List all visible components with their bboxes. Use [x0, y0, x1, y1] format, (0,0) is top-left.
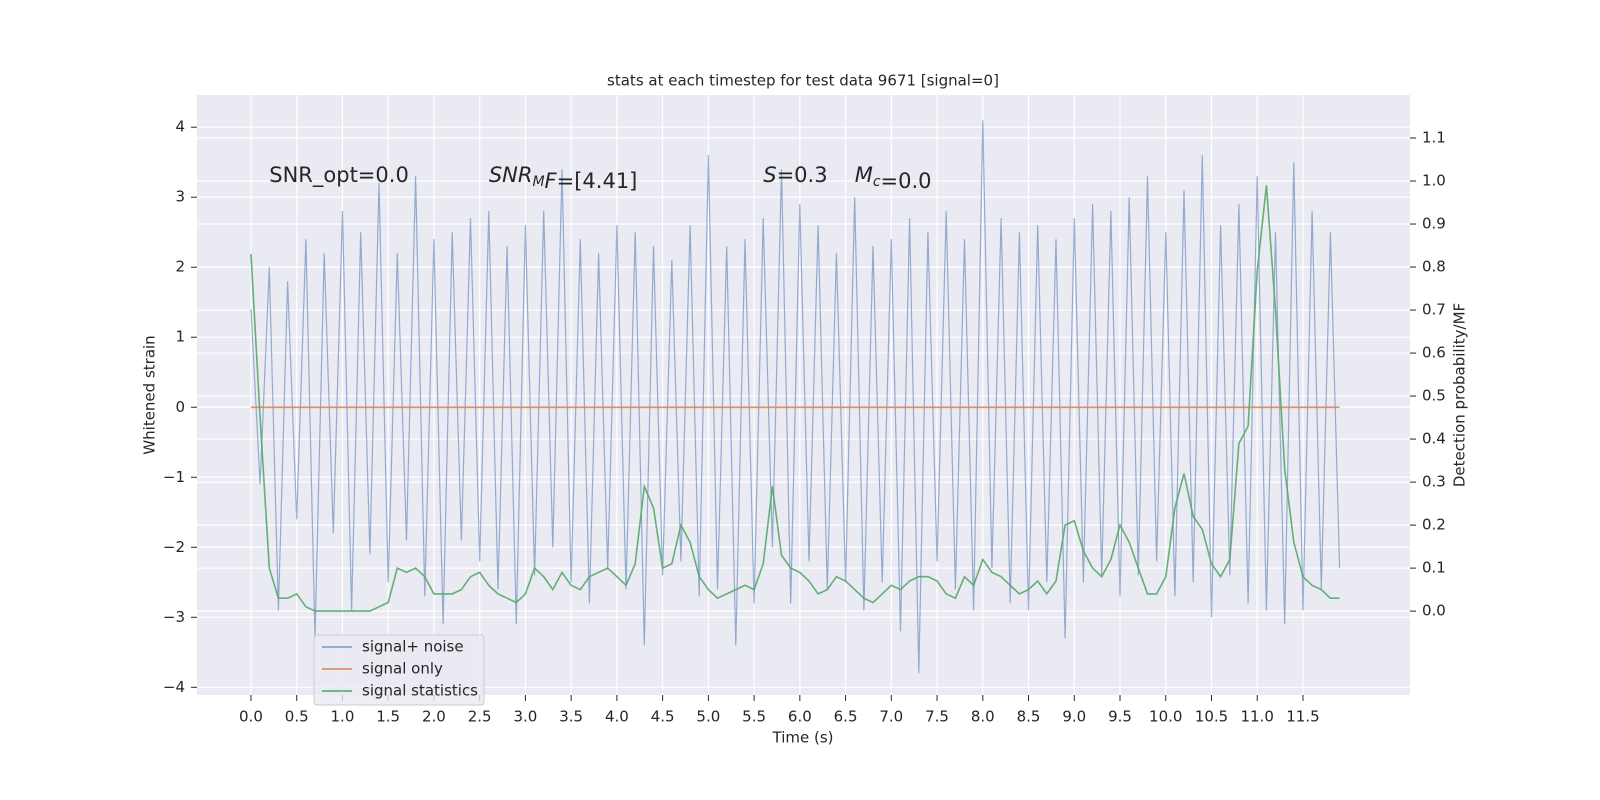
annotation-italic: SNR [489, 163, 533, 187]
annotation: SNRMF=[4.41] [489, 163, 638, 193]
y-tick-label: 1 [175, 328, 185, 346]
annotation-sub: M [532, 174, 544, 190]
x-tick-label: 8.5 [1017, 708, 1041, 726]
x-tick-label: 2.5 [468, 708, 492, 726]
y2-tick-label: 0.9 [1422, 215, 1446, 233]
x-tick-label: 1.0 [331, 708, 355, 726]
annotation-rest: =0.0 [881, 169, 932, 193]
x-tick-label: 9.0 [1062, 708, 1086, 726]
x-tick-label: 4.0 [605, 708, 629, 726]
legend-label: signal statistics [362, 682, 478, 700]
x-tick-label: 0.5 [285, 708, 309, 726]
annotation: SNR_opt=0.0 [269, 163, 409, 188]
y2-tick-label: 0.3 [1422, 473, 1446, 491]
legend: signal+ noise signal only signal statistic… [313, 634, 485, 706]
x-tick-label: 8.0 [971, 708, 995, 726]
legend-label: signal+ noise [362, 638, 464, 656]
annotation-italic: S [763, 163, 776, 187]
y-axis-label: Whitened strain [141, 335, 159, 454]
annotation-text: SNR_opt=0.0 [269, 163, 409, 188]
x-tick-label: 5.5 [742, 708, 766, 726]
y-tick-label: −1 [163, 468, 185, 486]
annotation-sub: c [873, 174, 881, 190]
x-tick-label: 10.0 [1149, 708, 1182, 726]
y2-tick-label: 0.6 [1422, 344, 1446, 362]
y-tick-label: −4 [163, 678, 185, 696]
x-tick-label: 3.0 [513, 708, 537, 726]
x-tick-label: 7.0 [879, 708, 903, 726]
chart-title: stats at each timestep for test data 967… [607, 72, 999, 90]
x-tick-label: 9.5 [1108, 708, 1132, 726]
annotation-rest: =0.3 [777, 163, 828, 187]
y2-tick-label: 0.1 [1422, 559, 1446, 577]
y-tick-label: 2 [175, 258, 185, 276]
y2-tick-label: 0.8 [1422, 258, 1446, 276]
x-tick-label: 0.0 [239, 708, 263, 726]
y2-tick-label: 1.0 [1422, 172, 1446, 190]
legend-label: signal only [362, 660, 443, 678]
y2-tick-label: 0.5 [1422, 387, 1446, 405]
y-tick-label: 0 [175, 398, 185, 416]
annotation: Mc=0.0 [855, 163, 932, 193]
y-tick-label: −2 [163, 538, 185, 556]
annotation-italic: M [855, 163, 873, 187]
y-tick-label: 4 [175, 118, 185, 136]
y2-axis-label: Detection probability/MF [1451, 303, 1469, 487]
y2-tick-label: 0.2 [1422, 516, 1446, 534]
y-tick-label: −3 [163, 608, 185, 626]
y2-tick-label: 0.4 [1422, 430, 1446, 448]
annotation-rest: =[4.41] [557, 169, 638, 193]
x-tick-label: 5.0 [696, 708, 720, 726]
annotation-italic: F [545, 169, 558, 193]
x-axis-label: Time (s) [772, 729, 834, 747]
y-tick-label: 3 [175, 188, 185, 206]
x-tick-label: 6.0 [788, 708, 812, 726]
x-tick-label: 10.5 [1195, 708, 1228, 726]
x-tick-label: 7.5 [925, 708, 949, 726]
x-tick-label: 4.5 [651, 708, 675, 726]
plot-area [197, 95, 1410, 695]
y2-tick-label: 0.7 [1422, 301, 1446, 319]
annotation: S=0.3 [763, 163, 827, 187]
series-line [250, 185, 1340, 612]
y2-tick-label: 0.0 [1422, 602, 1446, 620]
x-tick-label: 11.0 [1241, 708, 1274, 726]
x-tick-label: 6.5 [834, 708, 858, 726]
x-tick-label: 3.5 [559, 708, 583, 726]
x-tick-label: 2.0 [422, 708, 446, 726]
x-tick-label: 1.5 [376, 708, 400, 726]
y2-tick-label: 1.1 [1422, 129, 1446, 147]
x-tick-label: 11.5 [1286, 708, 1319, 726]
legend-box [313, 634, 485, 706]
series-line [250, 120, 1341, 674]
